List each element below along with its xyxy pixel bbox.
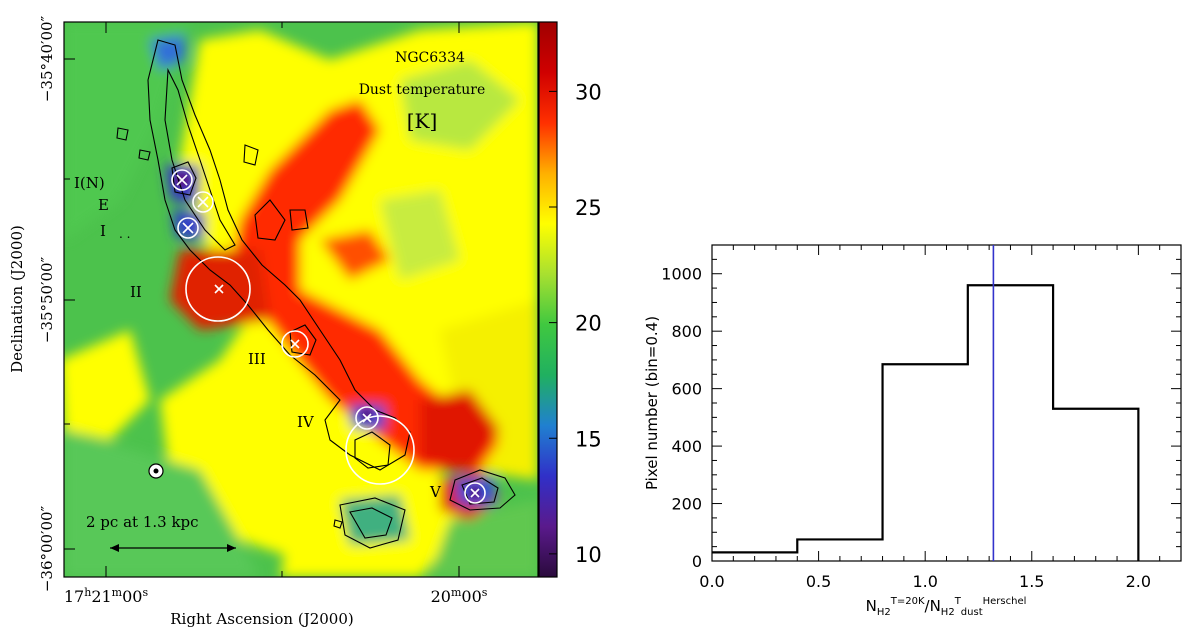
- region-circle-I: [177, 217, 199, 239]
- x-tick-label: 17h21m00s: [64, 586, 149, 606]
- x-tick-label: 2.0: [1126, 572, 1151, 591]
- map-y-tick-labels: −35°40′00″ −35°50′00″ −36°00′00″: [38, 15, 56, 592]
- colorbar-ticks: 10 15 20 25 30: [549, 80, 602, 567]
- region-circle-V: [464, 482, 486, 504]
- y-tick-label: −35°50′00″: [38, 256, 56, 343]
- x-tick-label: 0.5: [806, 572, 831, 591]
- y-tick-label: 400: [671, 437, 702, 456]
- map-y-axis-label: Declination (J2000): [8, 225, 26, 373]
- temperature-map: 2 pc at 1.3 kpc NGC6334 Dust temperature…: [8, 15, 539, 628]
- histogram: 0.0 0.5 1.0 1.5 2.0 0 200 400 600 800 1000 Pixel n…: [643, 244, 1182, 618]
- map-x-axis-label: Right Ascension (J2000): [170, 610, 353, 628]
- region-circle-E: [192, 191, 214, 213]
- cross-V: [470, 488, 480, 498]
- x-tick-label: 1.5: [1019, 572, 1044, 591]
- scale-bar: 2 pc at 1.3 kpc: [86, 513, 236, 552]
- region-label-IV: IV: [297, 413, 315, 431]
- x-tick-label: 0.0: [699, 572, 724, 591]
- cross-markers: [176, 174, 480, 498]
- region-label-V: V: [429, 483, 442, 501]
- colorbar-tick-label: 10: [575, 543, 602, 567]
- map-subtitle: Dust temperature: [359, 82, 486, 98]
- cross-IV: [362, 413, 372, 423]
- region-label-IN: I(N): [74, 174, 105, 192]
- column-density-contours: [116, 39, 516, 549]
- region-circle-IV-a: [355, 406, 379, 430]
- colorbar: 10 15 20 25 30: [538, 21, 602, 578]
- colorbar-tick-label: 20: [575, 312, 602, 336]
- cross-III: [290, 339, 300, 349]
- map-title: NGC6334: [395, 50, 465, 66]
- colorbar-gradient: [539, 22, 557, 577]
- histogram-frame: [711, 244, 1182, 562]
- histogram-steps: [712, 284, 1140, 561]
- y-tick-label: 600: [671, 380, 702, 399]
- y-tick-label: 800: [671, 322, 702, 341]
- y-tick-label: 1000: [661, 265, 702, 284]
- region-circle-III: [281, 330, 309, 358]
- y-tick-label: −36°00′00″: [38, 505, 56, 592]
- histogram-x-axis-label: NH2T=20K/NH2TdustHerschel: [866, 596, 1027, 618]
- cross-II: [214, 284, 224, 294]
- scale-bar-label: 2 pc at 1.3 kpc: [86, 513, 199, 531]
- region-label-I: I: [100, 222, 106, 240]
- map-unit: [K]: [407, 109, 438, 133]
- region-circle-II: [185, 256, 251, 322]
- colorbar-tick-label: 30: [575, 80, 602, 104]
- colorbar-tick-label: 25: [575, 196, 602, 220]
- temperature-map-image: [64, 22, 538, 577]
- colorbar-tick-label: 15: [575, 427, 602, 451]
- region-markers: [171, 169, 486, 504]
- cross-I: [182, 222, 194, 234]
- region-circle-IV-b: [345, 415, 415, 485]
- x-tick-label: 1.0: [912, 572, 937, 591]
- histogram-ticks: 0.0 0.5 1.0 1.5 2.0 0 200 400 600 800 1000: [661, 245, 1181, 591]
- map-x-tick-labels: 17h21m00s 20m00s: [64, 586, 488, 606]
- region-label-II: II: [130, 283, 142, 301]
- y-tick-label: 200: [671, 495, 702, 514]
- region-circle-IN: [171, 169, 193, 191]
- y-tick-label: −35°40′00″: [38, 15, 56, 102]
- cross-E: [197, 196, 209, 208]
- histogram-y-axis-label: Pixel number (bin=0.4): [643, 316, 661, 490]
- cross-IN: [176, 174, 188, 186]
- y-tick-label: 0: [692, 552, 702, 571]
- region-label-III: III: [248, 350, 266, 368]
- region-label-E: E: [98, 196, 109, 214]
- svg-text:. .: . .: [119, 227, 130, 241]
- map-ticks: [64, 22, 460, 577]
- x-tick-label: 20m00s: [431, 586, 488, 606]
